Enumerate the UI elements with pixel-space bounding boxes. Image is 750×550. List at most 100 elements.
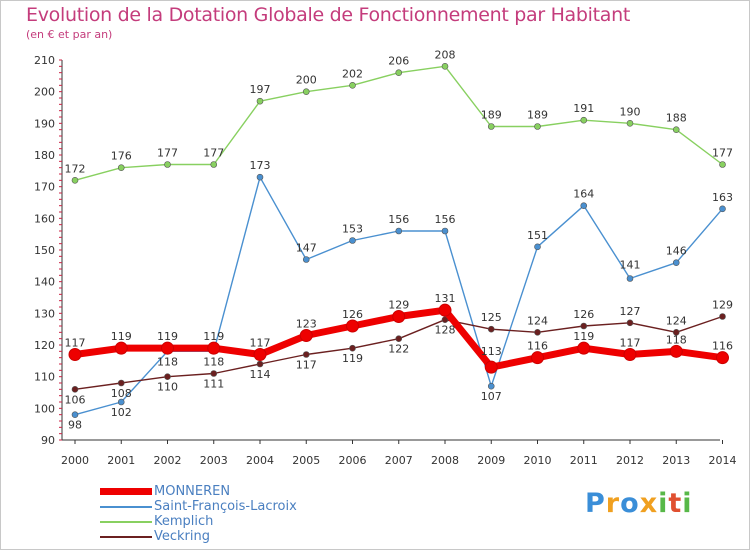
logo-letter: i	[682, 488, 693, 519]
y-tick-label: 90	[41, 434, 55, 447]
data-point-monneren	[716, 351, 729, 365]
data-label-veckring: 117	[296, 359, 317, 372]
x-tick-label: 2005	[292, 454, 320, 467]
y-tick-label: 120	[34, 339, 55, 352]
y-tick-label: 180	[34, 149, 55, 162]
data-point-veckring	[395, 335, 403, 342]
x-tick-label: 2006	[339, 454, 367, 467]
logo-letter: t	[668, 488, 683, 519]
x-tick-label: 2003	[200, 454, 228, 467]
x-tick-label: 2001	[107, 454, 135, 467]
logo-letter: o	[620, 488, 640, 519]
data-label-monneren: 123	[296, 318, 317, 331]
data-point-kemplich	[534, 123, 541, 130]
data-point-veckring	[164, 373, 171, 380]
data-label-monneren: 117	[620, 337, 641, 350]
legend-item: Veckring	[100, 529, 420, 544]
data-label-kemplich: 197	[250, 83, 271, 96]
x-tick-label: 2009	[477, 454, 505, 467]
data-label-monneren: 117	[65, 337, 86, 350]
data-point-monneren	[577, 341, 591, 355]
x-tick-label: 2014	[709, 454, 737, 467]
logo-letter: P	[585, 488, 606, 519]
legend: MONNEREN Saint-François-Lacroix Kemplich Ve…	[100, 484, 420, 544]
data-label-veckring: 106	[65, 393, 86, 406]
data-point-veckring	[71, 386, 79, 393]
data-point-veckring	[349, 344, 356, 352]
data-label-saint-fran-ois-lacroix: 163	[712, 191, 733, 204]
data-point-veckring	[719, 313, 726, 320]
data-point-monneren	[207, 341, 221, 355]
data-point-veckring	[534, 329, 541, 336]
data-label-kemplich: 206	[388, 55, 409, 68]
data-point-monneren	[68, 348, 82, 361]
data-label-kemplich: 172	[65, 162, 86, 175]
data-point-monneren	[623, 348, 637, 361]
y-tick-label: 100	[34, 402, 55, 415]
data-point-monneren	[392, 310, 406, 323]
data-label-kemplich: 177	[712, 147, 733, 160]
data-point-saint-fran-ois-lacroix	[534, 243, 541, 251]
data-label-saint-fran-ois-lacroix: 118	[157, 355, 178, 368]
data-point-saint-fran-ois-lacroix	[580, 202, 588, 209]
data-label-kemplich: 176	[111, 150, 132, 163]
data-point-kemplich	[302, 88, 310, 95]
x-tick-label: 2012	[616, 454, 644, 467]
data-label-veckring: 108	[111, 387, 132, 400]
data-label-veckring: 119	[342, 352, 363, 365]
data-label-monneren: 119	[157, 330, 178, 343]
logo-letter: x	[639, 488, 659, 519]
data-point-monneren	[161, 341, 174, 355]
data-label-monneren: 126	[342, 308, 363, 321]
data-point-saint-fran-ois-lacroix	[256, 173, 264, 181]
data-label-monneren: 119	[111, 330, 132, 343]
data-point-kemplich	[117, 164, 125, 171]
data-label-monneren: 116	[712, 340, 733, 353]
data-point-veckring	[672, 329, 680, 336]
y-tick-label: 150	[34, 244, 55, 257]
data-label-saint-fran-ois-lacroix: 118	[203, 355, 224, 368]
data-point-kemplich	[719, 161, 726, 168]
data-label-kemplich: 189	[481, 109, 502, 122]
data-label-saint-fran-ois-lacroix: 156	[435, 213, 456, 226]
y-tick-label: 130	[34, 307, 55, 320]
data-point-kemplich	[441, 63, 449, 70]
chart-subtitle: (en € et par an)	[26, 28, 113, 41]
data-label-saint-fran-ois-lacroix: 141	[620, 259, 641, 272]
data-label-saint-fran-ois-lacroix: 102	[111, 406, 132, 419]
data-point-kemplich	[210, 161, 218, 168]
data-label-kemplich: 200	[296, 74, 317, 87]
data-point-monneren	[346, 319, 359, 333]
legend-label: Kemplich	[154, 514, 214, 529]
y-tick-label: 200	[34, 86, 55, 99]
data-point-monneren	[299, 329, 313, 342]
data-point-veckring	[256, 360, 264, 368]
legend-label: Saint-François-Lacroix	[154, 499, 297, 514]
data-point-kemplich	[672, 126, 680, 133]
data-point-veckring	[626, 319, 634, 327]
data-label-kemplich: 177	[157, 147, 178, 160]
data-label-saint-fran-ois-lacroix: 173	[250, 159, 271, 172]
data-point-kemplich	[395, 69, 403, 76]
data-label-kemplich: 188	[666, 112, 687, 125]
data-point-monneren	[253, 348, 267, 361]
data-label-veckring: 124	[527, 314, 548, 327]
logo-letter: r	[605, 488, 621, 519]
data-label-monneren: 116	[527, 340, 548, 353]
data-label-kemplich: 189	[527, 109, 548, 122]
legend-swatch	[100, 521, 152, 523]
data-point-veckring	[487, 325, 495, 333]
data-point-saint-fran-ois-lacroix	[487, 382, 495, 390]
x-tick-label: 2000	[61, 454, 89, 467]
data-point-saint-fran-ois-lacroix	[626, 275, 634, 282]
legend-swatch	[100, 536, 152, 538]
data-label-saint-fran-ois-lacroix: 164	[573, 188, 594, 201]
data-point-veckring	[210, 370, 218, 377]
data-label-monneren: 131	[435, 292, 456, 305]
data-point-kemplich	[580, 116, 588, 124]
data-point-kemplich	[487, 123, 495, 130]
y-tick-label: 110	[34, 371, 55, 384]
legend-item: Saint-François-Lacroix	[100, 499, 420, 514]
